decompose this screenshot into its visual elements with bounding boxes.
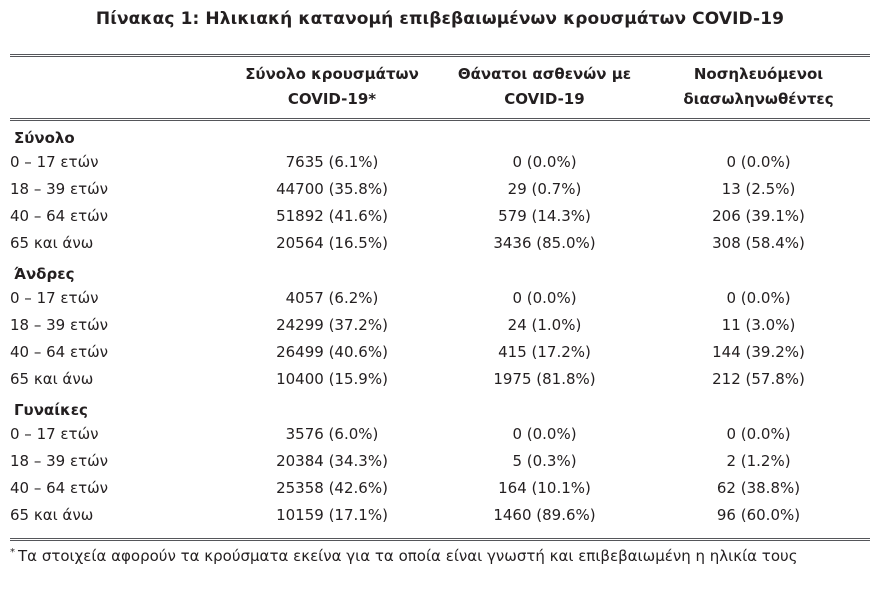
table-title: Πίνακας 1: Ηλικιακή κατανομή επιβεβαιωμέ…: [95, 9, 785, 29]
column-header-line: COVID-19*: [287, 89, 377, 108]
deaths-value: 0 (0.0%): [512, 425, 577, 443]
table-row: 40 – 64 ετών 51892 (41.6%) 579 (14.3%) 206 …: [10, 203, 870, 230]
intubated-value: 308 (58.4%): [712, 234, 805, 252]
deaths-value: 1975 (81.8%): [493, 370, 596, 388]
header-spacer: [10, 54, 222, 121]
column-header-intubated: Νοσηλευόμενοι διασωληνωθέντες: [647, 54, 870, 121]
age-group-label: 18 – 39 ετών: [10, 452, 109, 470]
age-group-label: 40 – 64 ετών: [10, 343, 109, 361]
age-group-label: 65 και άνω: [10, 234, 94, 252]
data-table: Σύνολο κρουσμάτων COVID-19* Θάνατοι ασθε…: [10, 54, 870, 541]
age-group-label: 65 και άνω: [10, 501, 222, 541]
column-header-line: διασωληνωθέντες: [683, 89, 834, 108]
age-group-label: 0 – 17 ετών: [10, 289, 99, 307]
table-row: 18 – 39 ετών 44700 (35.8%) 29 (0.7%) 13 (2.…: [10, 176, 870, 203]
intubated-value: 0 (0.0%): [726, 153, 791, 171]
intubated-value: 212 (57.8%): [712, 370, 805, 388]
deaths-value: 1460 (89.6%): [442, 501, 647, 541]
deaths-value: 3436 (85.0%): [493, 234, 596, 252]
section-header: Άνδρες: [14, 264, 75, 283]
cases-value: 26499 (40.6%): [276, 343, 388, 361]
table-row: 18 – 39 ετών 24299 (37.2%) 24 (1.0%) 11 (3.…: [10, 312, 870, 339]
intubated-value: 13 (2.5%): [721, 180, 796, 198]
section-header: Γυναίκες: [14, 400, 88, 419]
cases-value: 10400 (15.9%): [276, 370, 388, 388]
column-header-line: Θάνατοι ασθενών με: [457, 65, 632, 83]
column-header-line: Σύνολο κρουσμάτων: [245, 65, 419, 83]
intubated-value: 96 (60.0%): [647, 501, 870, 541]
cases-value: 20564 (16.5%): [276, 234, 388, 252]
cases-value: 4057 (6.2%): [285, 289, 379, 307]
table-row: 0 – 17 ετών 4057 (6.2%) 0 (0.0%) 0 (0.0%): [10, 285, 870, 312]
age-group-label: 65 και άνω: [10, 370, 94, 388]
section-header: Σύνολο: [14, 128, 75, 147]
cases-value: 44700 (35.8%): [276, 180, 388, 198]
cases-value: 24299 (37.2%): [276, 316, 388, 334]
footnote-text: Τα στοιχεία αφορούν τα κρούσματα εκείνα …: [18, 546, 798, 565]
cases-value: 3576 (6.0%): [285, 425, 379, 443]
intubated-value: 11 (3.0%): [721, 316, 796, 334]
table-row: 65 και άνω 10400 (15.9%) 1975 (81.8%) 212 (…: [10, 366, 870, 393]
deaths-value: 579 (14.3%): [498, 207, 591, 225]
intubated-value: 2 (1.2%): [726, 452, 791, 470]
age-group-label: 0 – 17 ετών: [10, 425, 99, 443]
deaths-value: 24 (1.0%): [507, 316, 582, 334]
cases-value: 10159 (17.1%): [222, 501, 442, 541]
deaths-value: 29 (0.7%): [507, 180, 582, 198]
section-row: Γυναίκες: [10, 393, 870, 421]
intubated-value: 206 (39.1%): [712, 207, 805, 225]
deaths-value: 0 (0.0%): [512, 153, 577, 171]
table-row: 18 – 39 ετών 20384 (34.3%) 5 (0.3%) 2 (1.2%…: [10, 448, 870, 475]
age-group-label: 18 – 39 ετών: [10, 316, 109, 334]
column-header-deaths: Θάνατοι ασθενών με COVID-19: [442, 54, 647, 121]
table-row: 40 – 64 ετών 26499 (40.6%) 415 (17.2%) 144 …: [10, 339, 870, 366]
age-group-label: 40 – 64 ετών: [10, 479, 109, 497]
deaths-value: 415 (17.2%): [498, 343, 591, 361]
column-header-total-cases: Σύνολο κρουσμάτων COVID-19*: [222, 54, 442, 121]
cases-value: 7635 (6.1%): [285, 153, 379, 171]
intubated-value: 144 (39.2%): [712, 343, 805, 361]
covid-age-distribution-table: Σύνολο κρουσμάτων COVID-19* Θάνατοι ασθε…: [10, 54, 870, 541]
column-header-line: COVID-19: [504, 89, 585, 108]
cases-value: 51892 (41.6%): [276, 207, 388, 225]
age-group-label: 40 – 64 ετών: [10, 207, 109, 225]
cases-value: 20384 (34.3%): [276, 452, 388, 470]
age-group-label: 18 – 39 ετών: [10, 180, 109, 198]
table-row: 0 – 17 ετών 3576 (6.0%) 0 (0.0%) 0 (0.0%): [10, 421, 870, 448]
section-row: Άνδρες: [10, 257, 870, 285]
age-group-label: 0 – 17 ετών: [10, 153, 99, 171]
table-row: 0 – 17 ετών 7635 (6.1%) 0 (0.0%) 0 (0.0%): [10, 149, 870, 176]
intubated-value: 0 (0.0%): [726, 425, 791, 443]
table-row: 40 – 64 ετών 25358 (42.6%) 164 (10.1%) 62 (…: [10, 475, 870, 502]
section-row: Σύνολο: [10, 119, 870, 149]
deaths-value: 0 (0.0%): [512, 289, 577, 307]
column-header-line: Νοσηλευόμενοι: [693, 65, 824, 83]
intubated-value: 62 (38.8%): [716, 479, 801, 497]
intubated-value: 0 (0.0%): [726, 289, 791, 307]
table-row: 65 και άνω 10159 (17.1%) 1460 (89.6%) 96 (6…: [10, 501, 870, 541]
deaths-value: 164 (10.1%): [498, 479, 591, 497]
table-row: 65 και άνω 20564 (16.5%) 3436 (85.0%) 308 (…: [10, 230, 870, 257]
header-row: Σύνολο κρουσμάτων COVID-19* Θάνατοι ασθε…: [10, 54, 870, 121]
footnote: * Τα στοιχεία αφορούν τα κρούσματα εκείνα…: [10, 546, 870, 567]
footnote-asterisk: *: [10, 546, 15, 558]
deaths-value: 5 (0.3%): [512, 452, 577, 470]
cases-value: 25358 (42.6%): [276, 479, 388, 497]
